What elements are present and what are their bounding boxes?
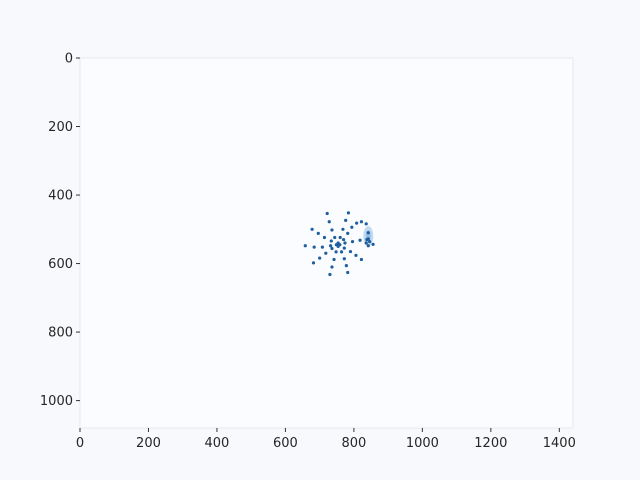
data-point — [333, 235, 337, 240]
data-point — [348, 249, 353, 254]
data-point — [332, 257, 336, 262]
x-tick-label: 400 — [205, 436, 230, 451]
data-point — [364, 222, 368, 226]
data-point — [336, 244, 340, 249]
data-point — [330, 246, 334, 251]
data-point — [329, 244, 333, 248]
y-tick-label: 400 — [48, 189, 73, 204]
data-point — [366, 231, 370, 235]
plot-area — [80, 58, 573, 428]
data-point — [350, 225, 354, 229]
data-point — [366, 237, 370, 241]
data-point — [330, 228, 334, 232]
data-point — [342, 257, 346, 261]
data-point — [359, 220, 364, 224]
data-point — [324, 251, 328, 255]
axes-spines — [79, 57, 574, 429]
x-tick-label: 1000 — [406, 436, 439, 451]
data-point — [316, 231, 320, 236]
data-point — [344, 264, 348, 268]
data-point — [371, 242, 375, 246]
y-tick-label: 0 — [65, 52, 73, 67]
data-point — [342, 237, 346, 242]
x-tick-label: 800 — [341, 436, 366, 451]
data-point — [343, 241, 347, 245]
data-points — [303, 211, 375, 277]
x-tick-label: 200 — [136, 436, 161, 451]
data-point — [354, 253, 358, 257]
data-point — [336, 241, 340, 245]
data-point — [327, 220, 331, 224]
y-tick-label: 200 — [48, 120, 73, 135]
data-point — [338, 235, 342, 240]
data-point — [366, 244, 370, 248]
y-axis-ticks: 0 200 400 600 800 1000 — [40, 52, 80, 409]
x-tick-label: 1200 — [474, 436, 507, 451]
data-point — [346, 231, 350, 236]
data-point — [325, 211, 329, 216]
data-point — [310, 227, 314, 231]
data-point — [320, 245, 324, 249]
data-point — [346, 211, 351, 215]
data-point — [329, 239, 333, 243]
data-point — [322, 235, 327, 240]
data-point — [368, 240, 372, 244]
x-tick-label: 1400 — [543, 436, 576, 451]
data-point — [312, 245, 316, 249]
x-tick-label: 600 — [273, 436, 298, 451]
data-point — [311, 261, 316, 265]
data-point — [358, 238, 362, 242]
data-point — [350, 240, 355, 244]
data-point — [339, 250, 344, 254]
data-point — [355, 221, 359, 225]
data-point — [359, 257, 364, 262]
data-point — [342, 246, 346, 250]
x-axis-ticks: 0 200 400 600 800 1000 1200 1400 — [76, 428, 576, 451]
data-point — [344, 218, 348, 222]
data-point — [341, 227, 345, 231]
data-point — [330, 265, 334, 269]
y-tick-label: 800 — [48, 326, 73, 341]
x-tick-label: 0 — [76, 436, 84, 451]
data-point — [303, 244, 307, 248]
data-point — [328, 272, 332, 277]
data-point — [364, 241, 368, 245]
data-point — [318, 256, 322, 260]
data-point — [346, 270, 350, 275]
y-tick-label: 600 — [48, 257, 73, 272]
y-tick-label: 1000 — [40, 394, 73, 409]
data-point — [334, 250, 338, 254]
